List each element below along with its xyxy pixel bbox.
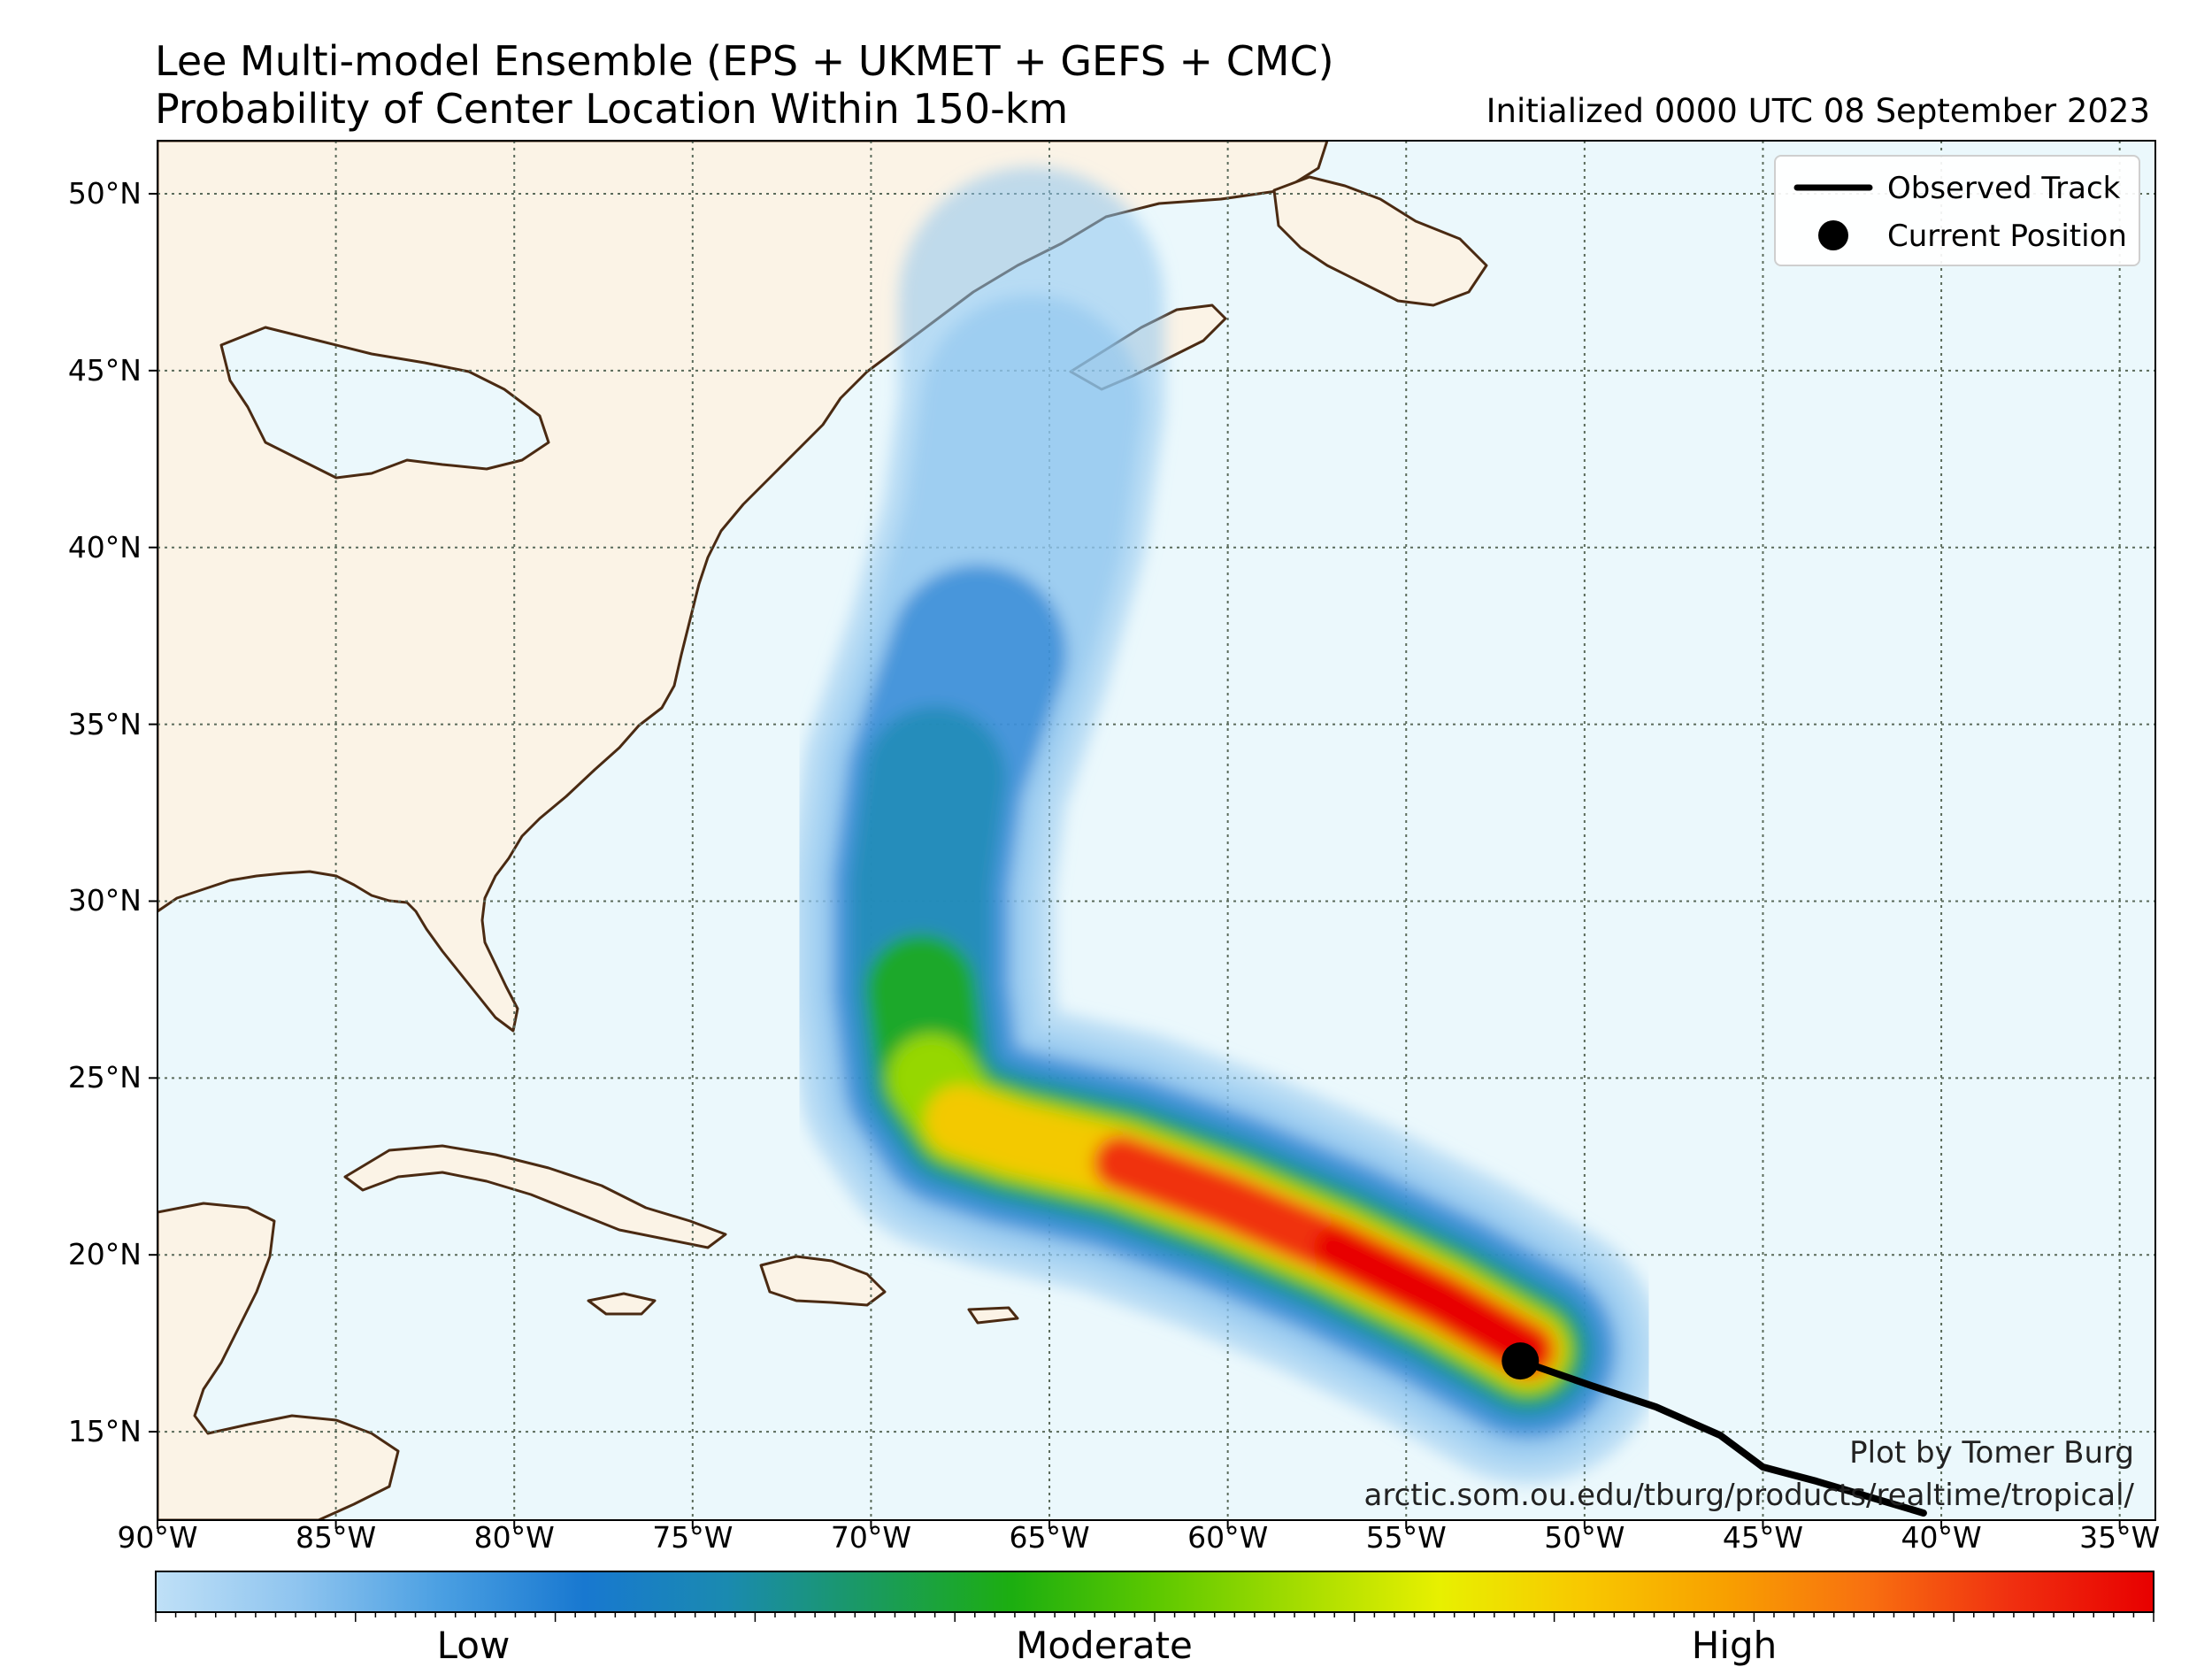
lon-label: 60°W bbox=[1187, 1520, 1269, 1555]
legend-item-observed-track: Observed Track bbox=[1776, 165, 2139, 210]
lon-label: 65°W bbox=[1009, 1520, 1090, 1555]
hispaniola-land bbox=[759, 1255, 887, 1307]
jamaica-land bbox=[587, 1292, 657, 1316]
lon-label: 35°W bbox=[2079, 1520, 2161, 1555]
lon-label: 75°W bbox=[652, 1520, 733, 1555]
current-position-swatch bbox=[1818, 220, 1848, 250]
lon-label: 45°W bbox=[1722, 1520, 1804, 1555]
lon-label: 40°W bbox=[1901, 1520, 1982, 1555]
great-lakes-water bbox=[219, 326, 550, 480]
lat-label: 20°N bbox=[67, 1237, 142, 1272]
map-subtitle: Probability of Center Location Within 15… bbox=[155, 85, 1069, 133]
land-masses bbox=[157, 141, 1488, 1520]
colorbar-label-low: Low bbox=[436, 1624, 511, 1667]
lon-label: 50°W bbox=[1544, 1520, 1625, 1555]
cuba-land bbox=[343, 1144, 727, 1249]
lat-label: 30°N bbox=[67, 883, 142, 918]
credit-url: arctic.som.ou.edu/tburg/products/realtim… bbox=[1363, 1478, 2135, 1513]
newfoundland-land bbox=[1272, 175, 1488, 307]
colorbar-label-high: High bbox=[1691, 1624, 1778, 1667]
puerto-rico-land bbox=[967, 1306, 1019, 1325]
plot-credit: Plot by Tomer Burg arctic.som.ou.edu/tbu… bbox=[1364, 1432, 2135, 1517]
legend-label-current-position: Current Position bbox=[1887, 219, 2127, 254]
lon-label: 90°W bbox=[117, 1520, 198, 1555]
initialized-time: Initialized 0000 UTC 08 September 2023 bbox=[1486, 92, 2150, 130]
lon-label: 85°W bbox=[296, 1520, 377, 1555]
observed-track-line bbox=[1517, 1357, 1927, 1517]
yucatan-central-america-land bbox=[157, 1202, 400, 1520]
probability-swath bbox=[787, 166, 1661, 1484]
lat-label: 40°N bbox=[67, 529, 142, 565]
observed-track-swatch bbox=[1793, 184, 1873, 191]
colorbar-label-moderate: Moderate bbox=[1016, 1624, 1193, 1667]
lon-label: 80°W bbox=[473, 1520, 555, 1555]
map-title: Lee Multi-model Ensemble (EPS + UKMET + … bbox=[155, 37, 1334, 85]
lon-label: 55°W bbox=[1365, 1520, 1447, 1555]
axis-ticks bbox=[149, 192, 2121, 1529]
legend-label-observed-track: Observed Track bbox=[1887, 171, 2121, 206]
lat-label: 15°N bbox=[67, 1414, 142, 1449]
colorbar-ticks bbox=[155, 1613, 2154, 1622]
lat-label: 25°N bbox=[67, 1060, 142, 1095]
current-position-marker bbox=[1502, 1342, 1540, 1380]
credit-author: Plot by Tomer Burg bbox=[1849, 1435, 2134, 1471]
colorbar bbox=[155, 1571, 2154, 1613]
lat-label: 50°N bbox=[67, 175, 142, 211]
lon-label: 70°W bbox=[830, 1520, 911, 1555]
probability-band bbox=[1313, 1226, 1549, 1372]
lat-label: 45°N bbox=[67, 352, 142, 388]
lat-label: 35°N bbox=[67, 706, 142, 741]
legend-item-current-position: Current Position bbox=[1776, 213, 2139, 257]
legend: Observed Track Current Position bbox=[1774, 155, 2140, 266]
